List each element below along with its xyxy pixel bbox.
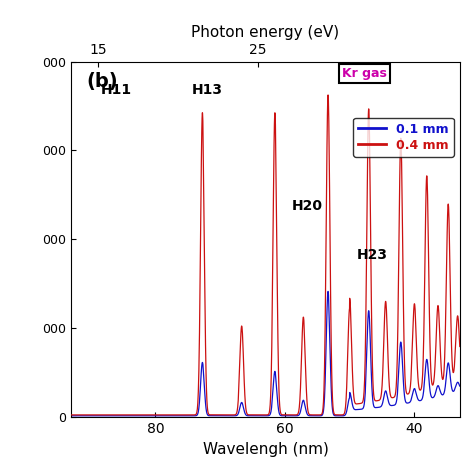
Text: H20: H20 [292,199,323,213]
X-axis label: Photon energy (eV): Photon energy (eV) [191,25,339,40]
Text: (b): (b) [87,73,118,91]
Text: H11: H11 [101,83,132,97]
X-axis label: Wavelengh (nm): Wavelengh (nm) [202,442,328,456]
Text: Kr gas: Kr gas [342,67,387,80]
Text: H13: H13 [191,83,223,97]
Legend: 0.1 mm, 0.4 mm: 0.1 mm, 0.4 mm [354,118,454,157]
Text: H23: H23 [357,247,388,262]
